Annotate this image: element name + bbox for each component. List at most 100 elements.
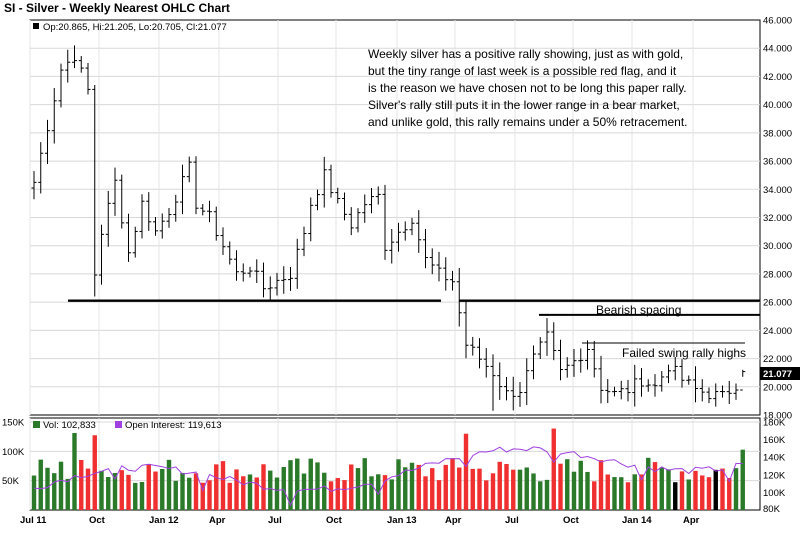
volume-bar <box>301 473 307 510</box>
ohlc-bar <box>294 238 300 289</box>
ohlc-bars <box>31 45 746 411</box>
volume-bar <box>443 464 448 510</box>
price-axis: 46.000 44.000 42.000 40.000 38.000 36.000 34.0… <box>763 16 792 422</box>
ohlc-bar <box>342 192 347 221</box>
volume-bar <box>484 480 489 510</box>
volume-bar <box>679 471 685 510</box>
ohlc-bar <box>456 267 462 327</box>
ohlc-bar <box>389 228 395 264</box>
ohlc-bar <box>639 368 644 397</box>
volume-bar <box>551 428 556 510</box>
price-tick-label: 22.000 <box>763 354 792 365</box>
oi-tick-label: 80K <box>763 504 781 515</box>
note-line: but the tiny range of last week is a pos… <box>368 64 677 78</box>
time-tick-label: Apr <box>683 515 700 526</box>
ohlc-bar <box>483 348 489 378</box>
ohlc-bar <box>288 267 293 291</box>
volume-bar <box>713 469 718 510</box>
ohlc-bar <box>240 263 246 282</box>
ohlc-bar <box>679 359 685 388</box>
volume-bars <box>31 428 745 510</box>
volume-bar <box>153 471 158 510</box>
volume-bar <box>241 476 246 510</box>
volume-tick-label: 50K <box>2 476 20 487</box>
ohlc-bar <box>585 340 590 370</box>
ohlc-bar <box>132 226 138 258</box>
ohlc-bar <box>463 299 469 359</box>
volume-bar <box>592 481 597 510</box>
time-tick-label: Jul <box>505 515 519 526</box>
time-tick-label: Jul 11 <box>20 515 47 526</box>
volume-bar <box>585 471 590 510</box>
ohlc-bar <box>31 171 37 200</box>
time-tick-label: Apr <box>445 515 462 526</box>
ohlc-bar <box>436 251 442 282</box>
ohlc-bar <box>632 364 638 407</box>
volume-bar <box>227 482 232 510</box>
open-interest-line <box>33 446 743 507</box>
volume-bar <box>31 475 37 510</box>
volume-bar <box>160 468 165 510</box>
volume-bar <box>133 482 138 510</box>
volume-bar <box>173 480 178 510</box>
ohlc-bar <box>51 88 57 144</box>
price-tick-label: 30.000 <box>763 241 792 252</box>
ohlc-bar <box>544 318 550 356</box>
oi-tick-label: 120K <box>763 470 786 481</box>
volume-bar <box>720 468 725 510</box>
volume-bar <box>328 481 334 510</box>
ohlc-bar <box>72 45 77 69</box>
ohlc-bar <box>652 374 658 397</box>
time-tick-label: Jan 13 <box>387 515 417 526</box>
ohlc-bar <box>726 380 732 405</box>
volume-bar <box>200 482 205 510</box>
volume-bar <box>92 435 97 510</box>
volume-bar <box>436 480 442 510</box>
volume-bar <box>376 474 381 510</box>
time-tick-label: Jul <box>268 515 282 526</box>
volume-bar <box>517 469 523 510</box>
ohlc-bar <box>591 340 597 378</box>
last-price-label: 21.077 <box>763 369 792 380</box>
volume-bar <box>247 474 253 510</box>
ohlc-bar <box>213 206 219 241</box>
volume-bar <box>504 463 509 510</box>
volume-bar <box>99 470 104 510</box>
ohlc-bar <box>166 208 172 228</box>
volume-bar <box>126 474 131 510</box>
ohlc-bar <box>531 345 536 380</box>
volume-bar <box>700 475 705 510</box>
ohlc-bar <box>645 379 651 392</box>
volume-bar <box>214 464 219 510</box>
price-tick-label: 20.000 <box>763 382 792 393</box>
ohlc-bar <box>416 210 422 253</box>
ohlc-bar <box>315 189 320 211</box>
open-interest-axis: 180K 160K 140K 120K 100K 80K <box>763 418 786 516</box>
volume-bar <box>187 477 192 510</box>
annotations: Bearish spacing Failed swing rally highs <box>596 303 746 360</box>
ohlc-bar <box>666 364 671 384</box>
volume-bar <box>403 467 408 510</box>
ohlc-bar <box>477 338 482 369</box>
ohlc-bar <box>733 383 739 400</box>
volume-bar <box>396 459 401 510</box>
volume-bar <box>430 468 435 510</box>
ohlc-bar <box>517 382 523 407</box>
volume-bar <box>389 479 394 510</box>
volume-tick-label: 100K <box>2 447 25 458</box>
price-tick-label: 36.000 <box>763 157 792 168</box>
ohlc-bar <box>423 229 428 269</box>
volume-bar <box>605 474 610 510</box>
annotation-failed-swing-highs: Failed swing rally highs <box>622 346 746 360</box>
ohlc-bar <box>672 357 678 381</box>
volume-bar <box>288 460 293 510</box>
note-line: Silver's rally still puts it in the lowe… <box>368 98 680 112</box>
volume-bar <box>38 459 43 510</box>
ohlc-bar <box>686 375 692 385</box>
ohlc-bar <box>497 362 503 400</box>
volume-bar <box>45 467 50 510</box>
volume-bar <box>598 460 604 510</box>
ohlc-bar <box>402 221 408 241</box>
volume-bar <box>295 458 300 510</box>
